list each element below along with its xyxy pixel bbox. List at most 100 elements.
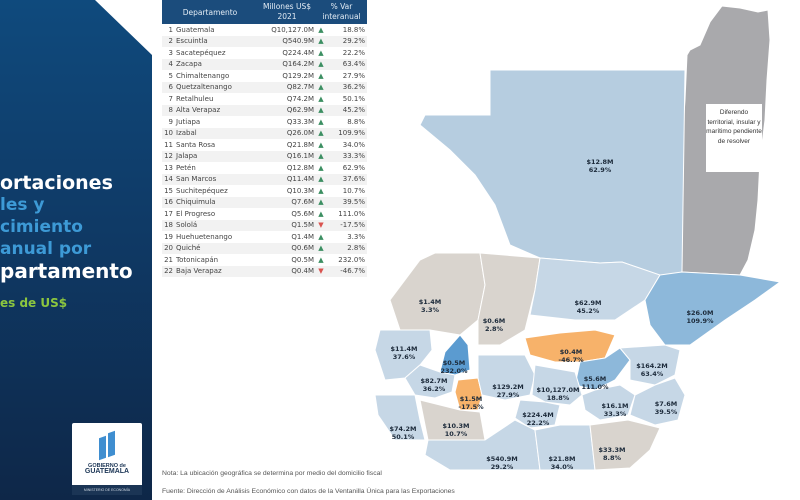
map-label-variation: 37.6% — [392, 353, 416, 361]
row-department: El Progreso — [176, 209, 216, 218]
row-variation: -46.7% — [340, 267, 365, 276]
row-value: Q129.2M — [282, 71, 314, 80]
map-label-value: $10,127.0M — [536, 386, 580, 394]
table-row: 20 Quiché Q0.6M ▲ 2.8% — [162, 242, 367, 254]
row-value: Q540.9M — [282, 37, 314, 46]
row-variation: 2.8% — [347, 244, 365, 253]
panel-subtitle: es de US$ — [0, 296, 68, 310]
row-value: Q5.6M — [291, 209, 314, 218]
map-label-variation: 109.9% — [686, 317, 714, 325]
table-row: 3 Sacatepéquez Q224.4M ▲ 22.2% — [162, 47, 367, 59]
table-header: Departamento Millones US$ 2021 % Var int… — [162, 0, 367, 24]
row-variation: 111.0% — [338, 209, 365, 218]
map-label: $129.2M 27.9% — [492, 383, 524, 399]
map-label: $26.0M 109.9% — [686, 309, 713, 325]
row-department: Retalhuleu — [176, 94, 214, 103]
map-label: $12.8M 62.9% — [586, 158, 613, 174]
map-label: $62.9M 45.2% — [574, 299, 601, 315]
table-row: 15 Suchitepéquez Q10.3M ▲ 10.7% — [162, 185, 367, 197]
map-label: $21.8M 34.0% — [548, 455, 575, 471]
row-rank: 9 — [168, 117, 173, 126]
thumbs-up-icon: ▲ — [318, 175, 324, 184]
row-department: Alta Verapaz — [176, 106, 221, 115]
header-variation: % Var interanual — [322, 2, 361, 21]
row-value: Q12.8M — [286, 163, 314, 172]
thumbs-up-icon: ▲ — [318, 25, 324, 34]
map-label-value: $164.2M — [636, 362, 668, 370]
map-label-variation: 10.7% — [444, 430, 468, 438]
row-value: Q0.4M — [291, 267, 314, 276]
map-label-value: $33.3M — [598, 446, 626, 454]
government-logo: GOBIERNO de GUATEMALA MINISTERIO DE ECON… — [72, 423, 142, 495]
map-label-variation: 22.2% — [526, 419, 550, 427]
row-rank: 17 — [164, 209, 173, 218]
map-label: $1.5M -17.5% — [458, 395, 483, 411]
row-rank: 16 — [164, 198, 173, 207]
map-label: $224.4M 22.2% — [522, 411, 554, 427]
row-department: Jalapa — [176, 152, 198, 161]
row-department: Totonicapán — [176, 255, 219, 264]
row-rank: 6 — [168, 83, 173, 92]
thumbs-up-icon: ▲ — [318, 129, 324, 138]
row-variation: 232.0% — [338, 255, 365, 264]
row-variation: 36.2% — [342, 83, 365, 92]
map-label-variation: 50.1% — [391, 433, 415, 441]
table-row: 1 Guatemala Q10,127.0M ▲ 18.8% — [162, 24, 367, 36]
map-label-value: $0.4M — [559, 348, 583, 356]
row-rank: 12 — [164, 152, 173, 161]
row-department: Baja Verapaz — [176, 267, 222, 276]
row-value: Q11.4M — [286, 175, 314, 184]
map-label-variation: 232.0% — [440, 367, 468, 375]
map-label-variation: 62.9% — [588, 166, 612, 174]
map-label-value: $26.0M — [686, 309, 714, 317]
row-rank: 19 — [164, 232, 173, 241]
map-label-value: $1.4M — [418, 298, 442, 306]
thumbs-up-icon: ▲ — [318, 37, 324, 46]
row-rank: 15 — [164, 186, 173, 195]
map-label-variation: 36.2% — [422, 385, 446, 393]
map-label-variation: 29.2% — [490, 463, 514, 471]
map-label: $7.6M 39.5% — [655, 400, 678, 416]
map-label-value: $5.6M — [583, 375, 607, 383]
map-label-value: $21.8M — [548, 455, 576, 463]
row-rank: 3 — [168, 48, 173, 57]
row-variation: 45.2% — [342, 106, 365, 115]
map-label-variation: 2.8% — [484, 325, 504, 333]
table-row: 17 El Progreso Q5.6M ▲ 111.0% — [162, 208, 367, 220]
row-value: Q7.6M — [291, 198, 314, 207]
table-row: 13 Petén Q12.8M ▲ 62.9% — [162, 162, 367, 174]
thumbs-up-icon: ▲ — [318, 83, 324, 92]
header-value: Millones US$ 2021 — [263, 2, 311, 21]
dispute-note: Diferendo territorial, insular y marítim… — [706, 104, 762, 172]
table-row: 7 Retalhuleu Q74.2M ▲ 50.1% — [162, 93, 367, 105]
thumbs-up-icon: ▲ — [318, 186, 324, 195]
thumbs-up-icon: ▲ — [318, 198, 324, 207]
map-label-value: $0.6M — [482, 317, 506, 325]
row-rank: 18 — [164, 221, 173, 230]
row-variation: 8.8% — [347, 117, 365, 126]
table-row: 19 Huehuetenango Q1.4M ▲ 3.3% — [162, 231, 367, 243]
table-row: 4 Zacapa Q164.2M ▲ 63.4% — [162, 58, 367, 70]
row-value: Q0.5M — [291, 255, 314, 264]
department-table: Departamento Millones US$ 2021 % Var int… — [162, 0, 367, 277]
row-department: Santa Rosa — [176, 140, 216, 149]
thumbs-up-icon: ▲ — [318, 209, 324, 218]
row-value: Q21.8M — [286, 140, 314, 149]
map-label-variation: 18.8% — [546, 394, 570, 402]
row-value: Q16.1M — [286, 152, 314, 161]
row-variation: 34.0% — [342, 140, 365, 149]
map-label-variation: 3.3% — [420, 306, 440, 314]
row-value: Q1.4M — [291, 232, 314, 241]
table-body: 1 Guatemala Q10,127.0M ▲ 18.8% 2 Escuintla Q540… — [162, 24, 367, 277]
row-rank: 21 — [164, 255, 173, 264]
row-department: Jutiapa — [176, 117, 201, 126]
header-department: Departamento — [182, 7, 238, 17]
map-label: $1.4M 3.3% — [419, 298, 442, 314]
footnote: Nota: La ubicación geográfica se determi… — [162, 470, 382, 477]
row-rank: 7 — [168, 94, 173, 103]
row-variation: 50.1% — [342, 94, 365, 103]
row-value: Q82.7M — [286, 83, 314, 92]
row-rank: 11 — [164, 140, 173, 149]
map-label-variation: 8.8% — [602, 454, 622, 462]
thumbs-up-icon: ▲ — [318, 48, 324, 57]
